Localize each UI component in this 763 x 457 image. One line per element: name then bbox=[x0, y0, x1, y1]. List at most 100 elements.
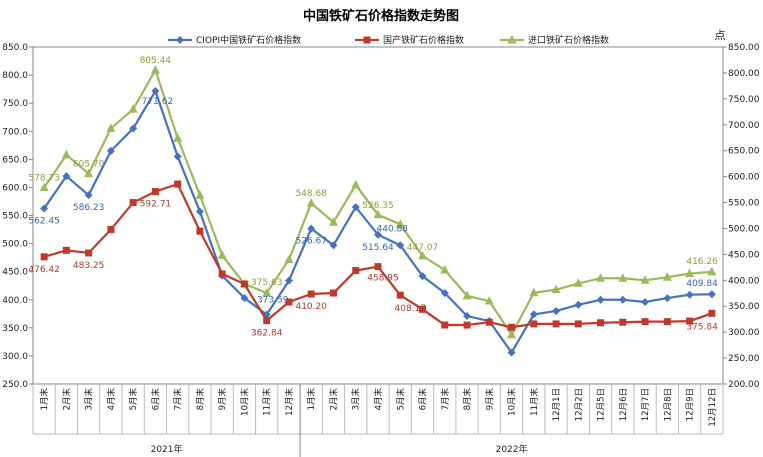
data-point bbox=[240, 294, 249, 303]
category-label: 8月末 bbox=[462, 388, 473, 411]
data-point bbox=[306, 198, 316, 207]
category-label: 1月末 bbox=[306, 388, 317, 411]
right-tick-label: 400.00 bbox=[728, 276, 760, 286]
data-point bbox=[173, 133, 183, 142]
right-tick-label: 700.00 bbox=[728, 121, 760, 131]
left-y-axis: 250.0 300.0 350.0 400.0 450.0 500.0 550.0 600.0… bbox=[2, 43, 33, 390]
data-point bbox=[529, 310, 538, 319]
right-tick-label: 750.00 bbox=[728, 95, 760, 105]
left-tick-label: 800.0 bbox=[2, 71, 28, 81]
left-tick-label: 450.0 bbox=[2, 268, 28, 278]
data-point bbox=[373, 209, 383, 219]
data-point bbox=[62, 172, 71, 181]
category-label: 1月末 bbox=[39, 388, 50, 411]
legend: CIOPI中国铁矿石价格指数 国产铁矿石价格指数 进口铁矿石价格指数 bbox=[168, 34, 609, 46]
data-point bbox=[574, 300, 583, 309]
data-point bbox=[440, 264, 450, 274]
category-label: 2月末 bbox=[61, 388, 72, 411]
category-label: 12月12日 bbox=[708, 388, 718, 427]
series-line bbox=[43, 88, 712, 355]
data-point bbox=[551, 284, 561, 294]
data-label: 578.73 bbox=[28, 174, 60, 184]
data-label: 416.26 bbox=[686, 257, 718, 267]
category-label: 12月末 bbox=[284, 388, 295, 416]
series-2 bbox=[39, 65, 717, 339]
right-tick-label: 250.00 bbox=[728, 354, 760, 364]
right-tick-label: 600.00 bbox=[728, 173, 760, 183]
data-point bbox=[173, 152, 182, 161]
data-label: 526.35 bbox=[362, 201, 394, 211]
data-point bbox=[218, 270, 226, 278]
data-point bbox=[128, 104, 138, 113]
data-label: 586.23 bbox=[73, 203, 105, 213]
data-point bbox=[618, 295, 627, 304]
data-point bbox=[640, 275, 650, 284]
data-point bbox=[462, 290, 472, 300]
data-point bbox=[552, 320, 560, 328]
data-point bbox=[107, 226, 115, 234]
data-point bbox=[106, 146, 115, 155]
category-label: 12月2日 bbox=[574, 388, 584, 421]
data-point bbox=[508, 323, 516, 331]
data-point bbox=[529, 287, 539, 297]
category-label: 4月末 bbox=[373, 388, 384, 411]
data-point bbox=[196, 227, 204, 235]
data-point bbox=[707, 290, 716, 299]
left-tick-label: 650.0 bbox=[2, 155, 28, 165]
left-tick-label: 300.0 bbox=[2, 352, 28, 362]
right-tick-label: 500.00 bbox=[728, 224, 760, 234]
legend-item-1: 国产铁矿石价格指数 bbox=[355, 34, 464, 46]
legend-item-0: CIOPI中国铁矿石价格指数 bbox=[168, 34, 301, 46]
category-label: 10月末 bbox=[239, 388, 250, 416]
data-point bbox=[396, 291, 404, 299]
left-tick-label: 850.0 bbox=[2, 43, 28, 53]
data-point bbox=[39, 182, 49, 192]
right-tick-label: 650.00 bbox=[728, 147, 760, 157]
category-label: 12月1日 bbox=[552, 388, 562, 421]
data-point bbox=[662, 272, 672, 281]
data-point bbox=[418, 272, 427, 281]
data-label: 548.68 bbox=[295, 189, 327, 199]
left-tick-label: 250.0 bbox=[2, 380, 28, 390]
data-point bbox=[151, 188, 159, 196]
data-point bbox=[284, 254, 294, 264]
data-point bbox=[263, 317, 271, 325]
data-point bbox=[484, 296, 494, 305]
series-1 bbox=[40, 180, 716, 331]
data-label: 515.64 bbox=[362, 243, 394, 253]
data-point bbox=[463, 312, 472, 321]
data-point bbox=[485, 318, 493, 326]
x-axis: 1月末 2月末 3月末 4月末 5月末 6月末 7月末 8月末 9月末 10月末 11月末 12月末 1… bbox=[32, 384, 724, 457]
data-point bbox=[574, 320, 582, 328]
data-point bbox=[641, 297, 650, 306]
data-point bbox=[463, 321, 471, 329]
category-label: 5月末 bbox=[395, 388, 406, 411]
data-point bbox=[217, 250, 227, 259]
data-point bbox=[85, 249, 93, 257]
data-point bbox=[507, 348, 516, 357]
data-point bbox=[262, 287, 272, 297]
chart-title: 中国铁矿石价格指数走势图 bbox=[303, 8, 459, 24]
category-label: 12月8日 bbox=[663, 388, 673, 421]
data-point bbox=[419, 305, 427, 313]
data-point bbox=[351, 179, 361, 189]
category-label: 9月末 bbox=[484, 388, 495, 411]
data-point bbox=[440, 289, 449, 298]
data-label: 805.44 bbox=[140, 56, 172, 66]
data-point bbox=[40, 253, 48, 261]
data-point bbox=[530, 320, 538, 328]
data-point bbox=[618, 273, 628, 282]
data-point bbox=[174, 180, 182, 188]
legend-label: 国产铁矿石价格指数 bbox=[383, 34, 464, 46]
data-point bbox=[552, 306, 561, 315]
category-label: 12月5日 bbox=[597, 388, 607, 421]
data-labels: 562.45 586.23 771.62 373.59 526.67 515.64 409.… bbox=[28, 56, 718, 339]
category-label: 6月末 bbox=[418, 388, 429, 411]
data-point bbox=[84, 191, 93, 200]
data-label: 440.88 bbox=[377, 224, 409, 234]
right-tick-label: 350.00 bbox=[728, 302, 760, 312]
legend-label: 进口铁矿石价格指数 bbox=[528, 34, 609, 46]
data-point bbox=[507, 35, 517, 44]
data-label: 483.25 bbox=[73, 261, 105, 271]
